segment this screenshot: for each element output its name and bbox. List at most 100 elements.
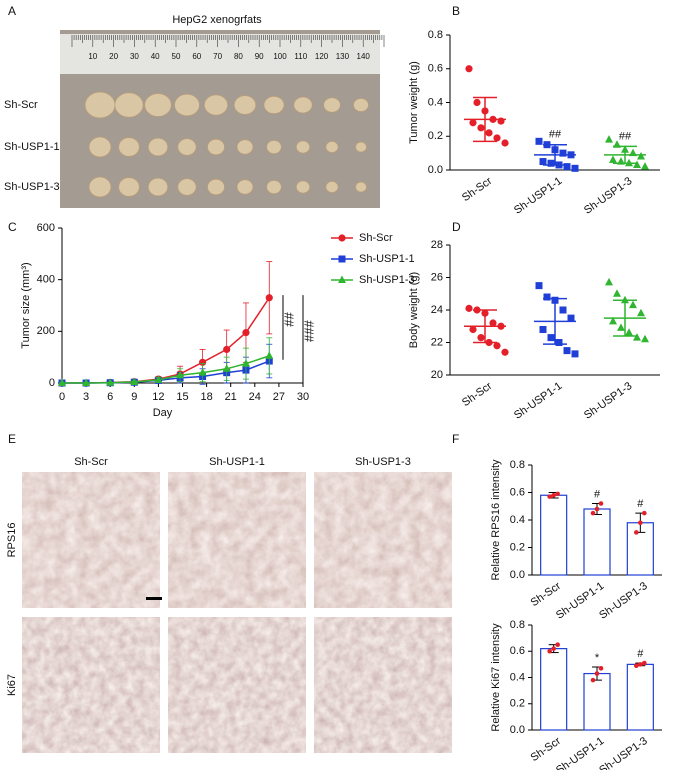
tumor bbox=[266, 179, 282, 195]
y-tick-label: 0.4 bbox=[510, 514, 525, 526]
point bbox=[547, 648, 552, 654]
point bbox=[106, 378, 115, 386]
tumor bbox=[295, 140, 311, 154]
point bbox=[629, 300, 637, 309]
ruler-label: 130 bbox=[336, 52, 350, 61]
point bbox=[571, 350, 579, 358]
tumor bbox=[118, 137, 140, 157]
ruler-label: 100 bbox=[273, 52, 287, 61]
legend-label: Sh-USP1-3 bbox=[359, 274, 415, 286]
y-tick-label: 0.8 bbox=[510, 619, 525, 631]
point bbox=[605, 277, 613, 286]
x-tick-label: Sh-USP1-1 bbox=[512, 175, 564, 217]
y-tick-label: 22 bbox=[431, 336, 443, 348]
tumor bbox=[236, 139, 254, 155]
legend-label: Sh-USP1-1 bbox=[359, 253, 415, 265]
ruler-label: 110 bbox=[294, 52, 307, 61]
point bbox=[223, 345, 231, 354]
y-tick-label: 0.4 bbox=[428, 96, 443, 108]
point bbox=[641, 334, 649, 343]
ihc-image bbox=[168, 472, 306, 608]
point bbox=[539, 158, 547, 166]
x-tick-label: Sh-USP1-1 bbox=[554, 735, 606, 770]
y-tick-label: 0.2 bbox=[510, 541, 525, 553]
point bbox=[559, 149, 567, 157]
annotation: * bbox=[595, 652, 600, 664]
point bbox=[130, 377, 139, 385]
point bbox=[563, 347, 571, 355]
point bbox=[547, 494, 552, 499]
tumor bbox=[118, 177, 140, 197]
point bbox=[469, 119, 477, 127]
x-tick-label: 18 bbox=[200, 391, 212, 403]
y-tick-label: 0 bbox=[49, 377, 55, 389]
point bbox=[58, 378, 66, 386]
ihc-image bbox=[22, 617, 160, 753]
y-tick-label: 0.0 bbox=[510, 724, 525, 736]
point bbox=[598, 501, 604, 506]
tumor bbox=[177, 178, 197, 196]
point bbox=[609, 316, 617, 325]
point bbox=[563, 163, 571, 171]
point bbox=[501, 139, 509, 147]
y-tick-label: 20 bbox=[431, 369, 443, 381]
point bbox=[609, 155, 617, 163]
bar bbox=[583, 672, 611, 731]
point bbox=[594, 671, 600, 676]
tumor bbox=[88, 176, 112, 198]
y-tick-label: 24 bbox=[431, 304, 443, 316]
point bbox=[543, 293, 551, 301]
point bbox=[634, 530, 639, 535]
tumor bbox=[323, 97, 341, 113]
tumor bbox=[325, 180, 339, 193]
point bbox=[338, 255, 346, 263]
x-tick-label: Sh-USP1-1 bbox=[512, 380, 564, 422]
tumor bbox=[88, 136, 112, 158]
point bbox=[465, 304, 473, 312]
legend-label: Sh-Scr bbox=[359, 232, 393, 244]
tumor bbox=[203, 94, 229, 116]
panel-label: C bbox=[8, 220, 17, 234]
tumor bbox=[207, 178, 225, 196]
x-tick-label: 21 bbox=[225, 391, 237, 403]
point bbox=[176, 370, 185, 379]
point bbox=[625, 328, 633, 336]
photo-title: HepG2 xenogrfats bbox=[172, 14, 262, 26]
bar bbox=[540, 648, 568, 731]
panel-label: D bbox=[452, 220, 461, 234]
annotation: # bbox=[637, 498, 644, 510]
ruler-label: 40 bbox=[151, 52, 160, 61]
point bbox=[551, 646, 556, 651]
series-line bbox=[62, 360, 270, 384]
point bbox=[617, 323, 625, 331]
ihc-image bbox=[314, 617, 452, 753]
y-tick-label: 0.8 bbox=[428, 29, 443, 41]
point bbox=[242, 329, 250, 337]
point bbox=[547, 334, 555, 342]
y-tick-label: 600 bbox=[37, 222, 55, 234]
y-axis-label: Relative RPS16 intensity bbox=[490, 459, 502, 581]
ruler-label: 140 bbox=[357, 52, 371, 61]
y-tick-label: 0.6 bbox=[510, 645, 525, 657]
ruler-label: 90 bbox=[255, 52, 264, 61]
point bbox=[642, 660, 647, 666]
image-column-label: Sh-Scr bbox=[74, 456, 108, 468]
point bbox=[555, 491, 560, 497]
point bbox=[547, 159, 555, 167]
y-tick-label: 0.2 bbox=[510, 698, 525, 710]
photo-row-label: Sh-USP1-3 bbox=[4, 181, 60, 193]
y-tick-label: 0.2 bbox=[428, 130, 443, 142]
point bbox=[551, 492, 556, 498]
y-tick-label: 26 bbox=[431, 271, 443, 283]
y-tick-label: 200 bbox=[37, 325, 55, 337]
y-axis-label: Relative Ki67 intensity bbox=[490, 623, 502, 732]
point bbox=[590, 510, 596, 516]
x-axis-label: Day bbox=[153, 407, 173, 419]
image-row-label: Ki67 bbox=[6, 674, 18, 696]
x-tick-label: 9 bbox=[131, 391, 137, 403]
image-row-label: RPS16 bbox=[6, 523, 18, 558]
panel-label: F bbox=[452, 432, 459, 446]
point bbox=[571, 164, 579, 172]
point bbox=[473, 98, 481, 107]
